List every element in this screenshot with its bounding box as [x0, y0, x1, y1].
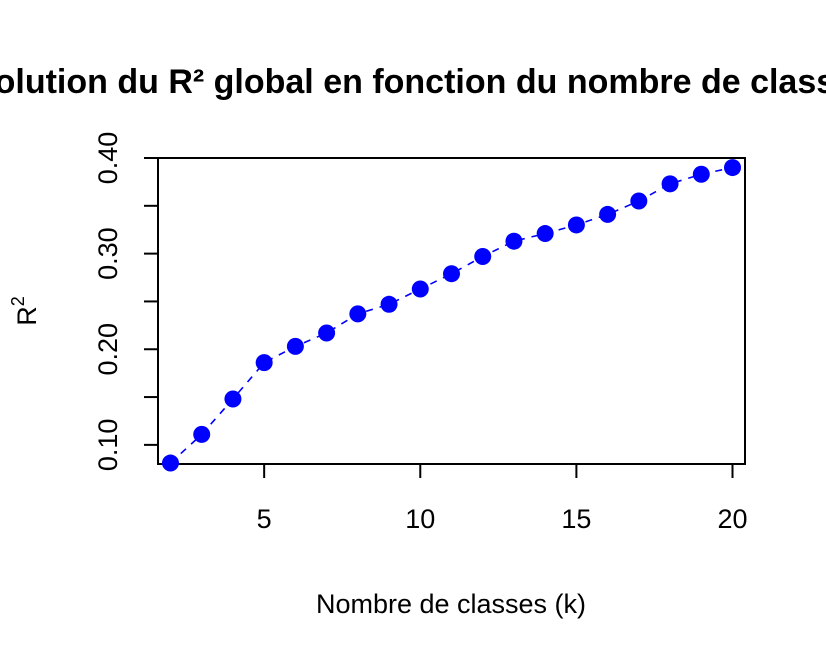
data-point: [661, 175, 679, 193]
x-axis: 5 10 15 20: [257, 463, 748, 534]
data-point: [161, 454, 179, 472]
data-point: [630, 192, 648, 210]
data-point: [255, 354, 273, 372]
x-tick-label: 10: [405, 504, 435, 534]
y-axis-label: R2: [8, 296, 42, 326]
chart-title: Évolution du R² global en fonction du no…: [0, 63, 826, 101]
y-tick-label: 0.20: [93, 323, 123, 376]
y-tick-label: 0.10: [93, 419, 123, 472]
x-tick-label: 15: [561, 504, 591, 534]
y-tick-label: 0.40: [93, 132, 123, 185]
data-point: [567, 216, 585, 234]
data-point: [224, 390, 242, 408]
data-point: [474, 247, 492, 265]
x-tick-label: 20: [717, 504, 747, 534]
plot-frame: [157, 157, 746, 465]
data-point: [599, 205, 617, 223]
data-point: [380, 295, 398, 313]
series-line: [169, 166, 733, 464]
data-points: [161, 159, 742, 472]
data-point: [411, 280, 429, 298]
data-point: [536, 225, 554, 243]
y-tick-label: 0.30: [93, 227, 123, 280]
data-point: [692, 165, 710, 183]
x-axis-label: Nombre de classes (k): [316, 589, 586, 619]
x-tick-label: 5: [257, 504, 272, 534]
data-point: [318, 324, 336, 342]
data-point: [443, 265, 460, 283]
data-point: [349, 305, 367, 323]
series-line-path: [169, 166, 733, 464]
data-point: [505, 232, 523, 250]
y-axis: 0.10 0.20 0.30 0.40: [93, 132, 159, 472]
data-point: [193, 425, 211, 443]
data-point: [724, 159, 742, 177]
data-point: [286, 337, 304, 355]
